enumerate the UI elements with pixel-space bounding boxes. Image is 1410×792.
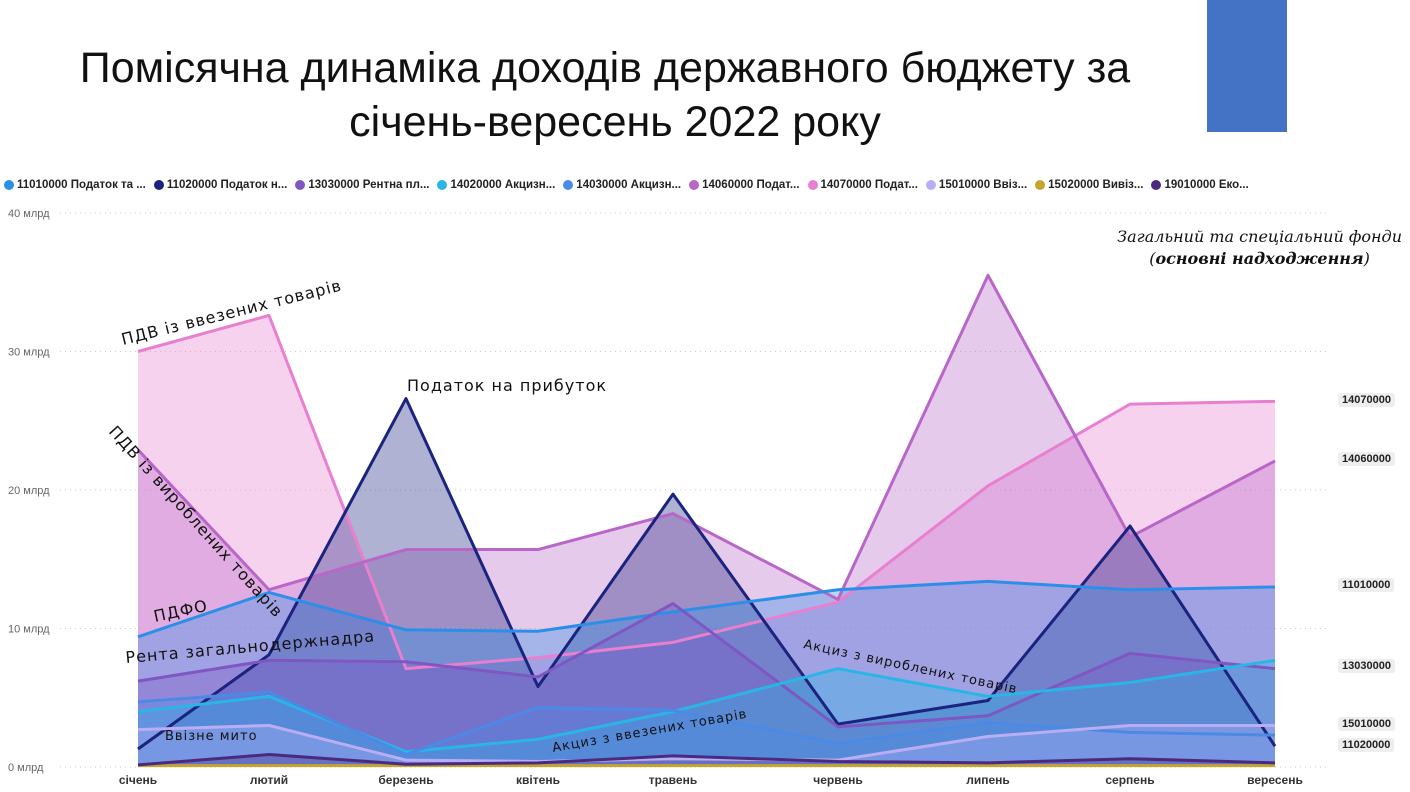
x-tick-label: червень (813, 773, 863, 787)
legend-label: 14070000 Подат... (820, 179, 918, 191)
legend-marker (925, 180, 936, 190)
legend-item-14020000[interactable]: 14020000 Акцизн... (437, 179, 555, 191)
note-line1: Загальний та спеціальний фонди (1117, 227, 1402, 246)
legend-marker (807, 180, 818, 190)
y-tick-label: 10 млрд (8, 624, 50, 636)
legend-item-14070000[interactable]: 14070000 Подат... (807, 179, 918, 191)
legend-label: 11010000 Податок та ... (17, 179, 146, 191)
x-tick-label: липень (966, 773, 1010, 787)
area-13030000 (138, 603, 1275, 767)
line-14060000 (136, 273, 1276, 601)
legend: 11010000 Податок та ... 11020000 Податок … (4, 179, 1249, 191)
x-tick-label: лютий (250, 773, 288, 787)
legend-label: 15010000 Ввіз... (938, 179, 1028, 191)
fund-note: Загальний та спеціальний фонди (основні … (1117, 227, 1402, 268)
chart-title-line1: Помісячна динаміка доходів державного бю… (79, 44, 1131, 92)
legend-item-14030000[interactable]: 14030000 Акцизн... (563, 179, 681, 191)
chart-title-line2: січень-вересень 2022 року (349, 98, 881, 146)
end-label-13030000: 13030000 (1338, 659, 1395, 673)
legend-item-13030000[interactable]: 13030000 Рентна пл... (295, 179, 429, 191)
x-tick-label: вересень (1247, 773, 1303, 787)
area-15010000 (138, 725, 1275, 767)
x-tick-label: серпень (1105, 773, 1154, 787)
line-11020000 (137, 397, 1277, 751)
line-15010000 (137, 723, 1275, 763)
y-tick-label: 0 млрд (8, 762, 44, 774)
legend-label: 13030000 Рентна пл... (308, 179, 430, 191)
area-14030000 (138, 692, 1275, 767)
line-11010000 (137, 579, 1276, 639)
x-tick-label: травень (649, 773, 697, 787)
legend-marker (295, 180, 306, 190)
area-11020000 (138, 398, 1275, 767)
legend-marker (563, 180, 574, 190)
line-19010000 (137, 753, 1276, 767)
legend-item-15020000[interactable]: 15020000 Вивіз... (1035, 179, 1143, 191)
y-tick-label: 30 млрд (8, 347, 50, 359)
note-line2: основні надходження (1155, 249, 1364, 268)
legend-label: 14060000 Подат... (702, 179, 800, 191)
legend-item-19010000[interactable]: 19010000 Еко... (1151, 179, 1249, 191)
legend-marker (1151, 180, 1162, 190)
legend-item-14060000[interactable]: 14060000 Подат... (689, 179, 800, 191)
annotation-label: Ввізне мито (165, 729, 258, 744)
end-label-15010000: 15010000 (1338, 717, 1395, 731)
annotation-label: Податок на прибуток (407, 376, 607, 395)
end-label-11020000: 11020000 (1338, 738, 1395, 752)
decorative-rectangle (1207, 0, 1287, 132)
y-tick-label: 40 млрд (8, 208, 50, 220)
legend-item-15010000[interactable]: 15010000 Ввіз... (925, 179, 1028, 191)
line-13030000 (137, 602, 1276, 729)
legend-label: 14030000 Акцизн... (576, 179, 682, 191)
line-14070000 (137, 313, 1276, 671)
area-14020000 (138, 660, 1275, 767)
x-tick-label: квітень (516, 773, 560, 787)
legend-label: 14020000 Акцизн... (450, 179, 556, 191)
legend-marker (1035, 180, 1046, 190)
end-label-11010000: 11010000 (1338, 578, 1395, 592)
x-tick-label: березень (378, 773, 433, 787)
legend-marker (437, 180, 448, 190)
end-label-14060000: 14060000 (1338, 452, 1395, 466)
legend-marker (689, 180, 700, 190)
legend-label: 19010000 Еко... (1164, 179, 1249, 191)
legend-item-11020000[interactable]: 11020000 Податок н... (153, 179, 288, 191)
y-tick-label: 20 млрд (8, 485, 50, 497)
legend-label: 11020000 Податок н... (166, 179, 288, 191)
area-11010000 (138, 581, 1275, 767)
x-tick-label: січень (119, 773, 157, 787)
end-label-14070000: 14070000 (1338, 393, 1395, 407)
legend-label: 15020000 Вивіз... (1048, 179, 1144, 191)
legend-marker (4, 180, 14, 190)
area-14060000 (138, 275, 1275, 767)
legend-marker (153, 180, 164, 190)
area-14070000 (138, 315, 1275, 767)
legend-item-11010000[interactable]: 11010000 Податок та ... (4, 179, 146, 191)
